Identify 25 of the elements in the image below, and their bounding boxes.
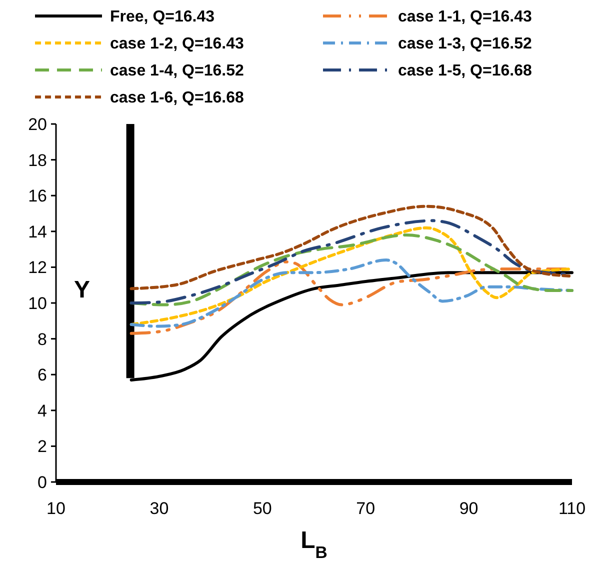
legend-label: case 1-5, Q=16.68 xyxy=(398,62,532,80)
legend-label: case 1-2, Q=16.43 xyxy=(110,36,244,53)
x-axis-title: L$_{B}$ xyxy=(300,527,328,561)
y-tick-label: 0 xyxy=(38,472,47,492)
y-tick-label: 14 xyxy=(28,222,47,242)
y-tick-label: 8 xyxy=(38,330,47,349)
x-tick-label: 90 xyxy=(459,499,478,518)
legend-label: case 1-4, Q=16.52 xyxy=(110,62,244,80)
y-axis-title: Y xyxy=(74,276,90,304)
x-tick-label: 50 xyxy=(252,499,272,518)
y-tick-label: 18 xyxy=(28,150,47,170)
y-tick-label: 6 xyxy=(38,366,47,385)
y-tick-label: 20 xyxy=(28,114,47,134)
y-tick-label: 10 xyxy=(28,294,47,313)
legend-label: case 1-6, Q=16.68 xyxy=(110,90,244,107)
y-tick-label: 16 xyxy=(28,186,47,206)
legend-label: case 1-3, Q=16.52 xyxy=(398,36,532,53)
x-tick-label: 70 xyxy=(356,499,376,518)
legend-label: case 1-1, Q=16.43 xyxy=(398,8,532,26)
y-tick-label: 12 xyxy=(28,258,47,278)
y-tick-label: 2 xyxy=(38,437,47,456)
x-tick-label: 110 xyxy=(558,499,586,518)
y-tick-label: 4 xyxy=(38,401,47,420)
legend-label: Free, Q=16.43 xyxy=(110,8,215,26)
x-tick-label: 30 xyxy=(150,499,169,518)
